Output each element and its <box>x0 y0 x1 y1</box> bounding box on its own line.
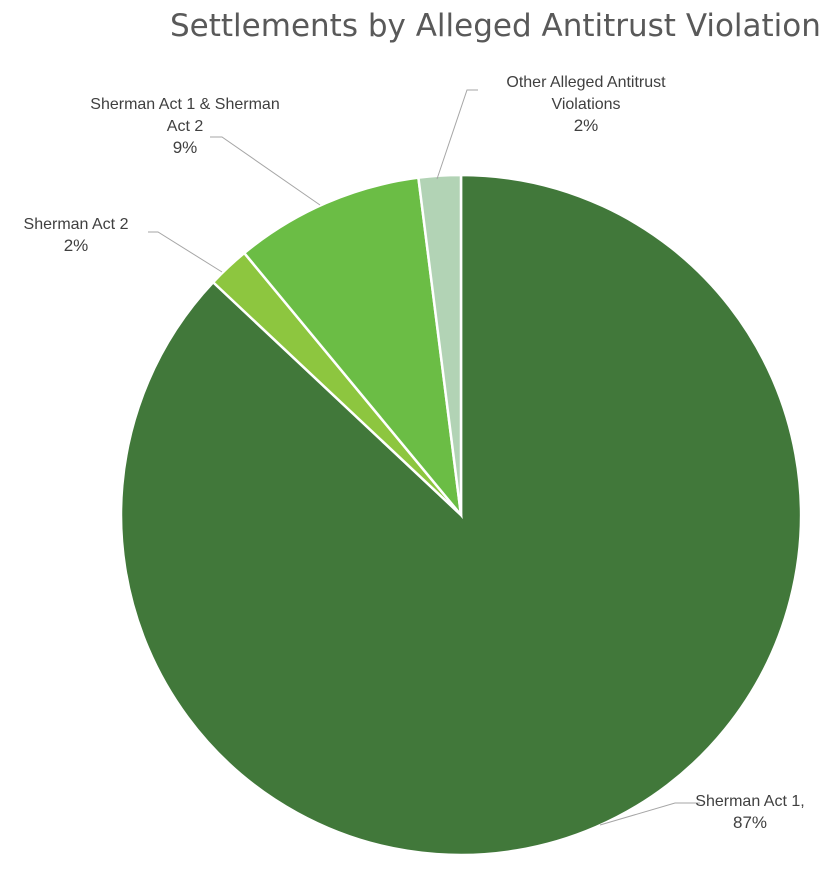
pie-slice-sherman-act-1-sherman-act-2 <box>242 176 463 520</box>
data-label-sherman-act-1: Sherman Act 1, 87% <box>695 793 804 832</box>
pie-slice-other-alleged-antitrust-violations <box>416 173 463 516</box>
leader-line-sherman-act-2 <box>148 231 223 273</box>
data-labels: Sherman Act 1, 87% Sherman Act 2 2% Sherman … <box>24 74 805 832</box>
leader-line-sherman-act-1-sherman-act-2 <box>210 136 321 206</box>
chart-title: Settlements by Alleged Antitrust Violati… <box>170 8 819 44</box>
pie-slices <box>119 173 803 857</box>
data-label-other-alleged-antitrust-violations: Other Alleged Antitrust Violations 2% <box>506 74 666 135</box>
leader-lines <box>148 89 700 826</box>
leader-line-sherman-act-1 <box>599 802 700 826</box>
data-label-sherman-act-2: Sherman Act 2 2% <box>24 216 129 255</box>
data-label-sherman-act-1-sherman-act-2: Sherman Act 1 & Sherman Act 2 9% <box>90 96 279 157</box>
leader-line-other-alleged-antitrust-violations <box>436 89 478 180</box>
